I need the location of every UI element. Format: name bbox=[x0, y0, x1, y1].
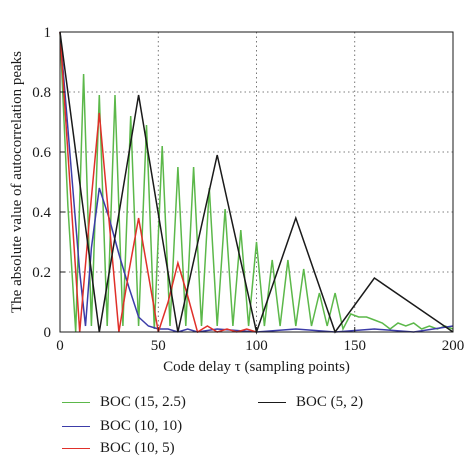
y-tick-label: 1 bbox=[44, 25, 52, 41]
x-tick-label: 100 bbox=[245, 338, 268, 354]
grid bbox=[60, 32, 453, 332]
y-axis-label: The absolute value of autocorrelation pe… bbox=[9, 51, 25, 313]
y-tick-label: 0.2 bbox=[32, 265, 51, 281]
x-tick-label: 50 bbox=[151, 338, 166, 354]
y-tick-label: 0.6 bbox=[32, 145, 51, 161]
series-line-boc-15-2-5 bbox=[59, 31, 454, 333]
x-tick-label: 200 bbox=[442, 338, 465, 354]
x-tick-label: 150 bbox=[344, 338, 367, 354]
axis-ticks: 0 50 100 150 200 0 0.2 0.4 0.6 0.8 1 bbox=[32, 25, 464, 354]
x-tick-label: 0 bbox=[56, 338, 64, 354]
x-axis-label: Code delay τ (sampling points) bbox=[163, 359, 350, 375]
y-tick-label: 0.8 bbox=[32, 85, 51, 101]
y-tick-label: 0 bbox=[44, 325, 52, 341]
y-tick-label: 0.4 bbox=[32, 205, 51, 221]
